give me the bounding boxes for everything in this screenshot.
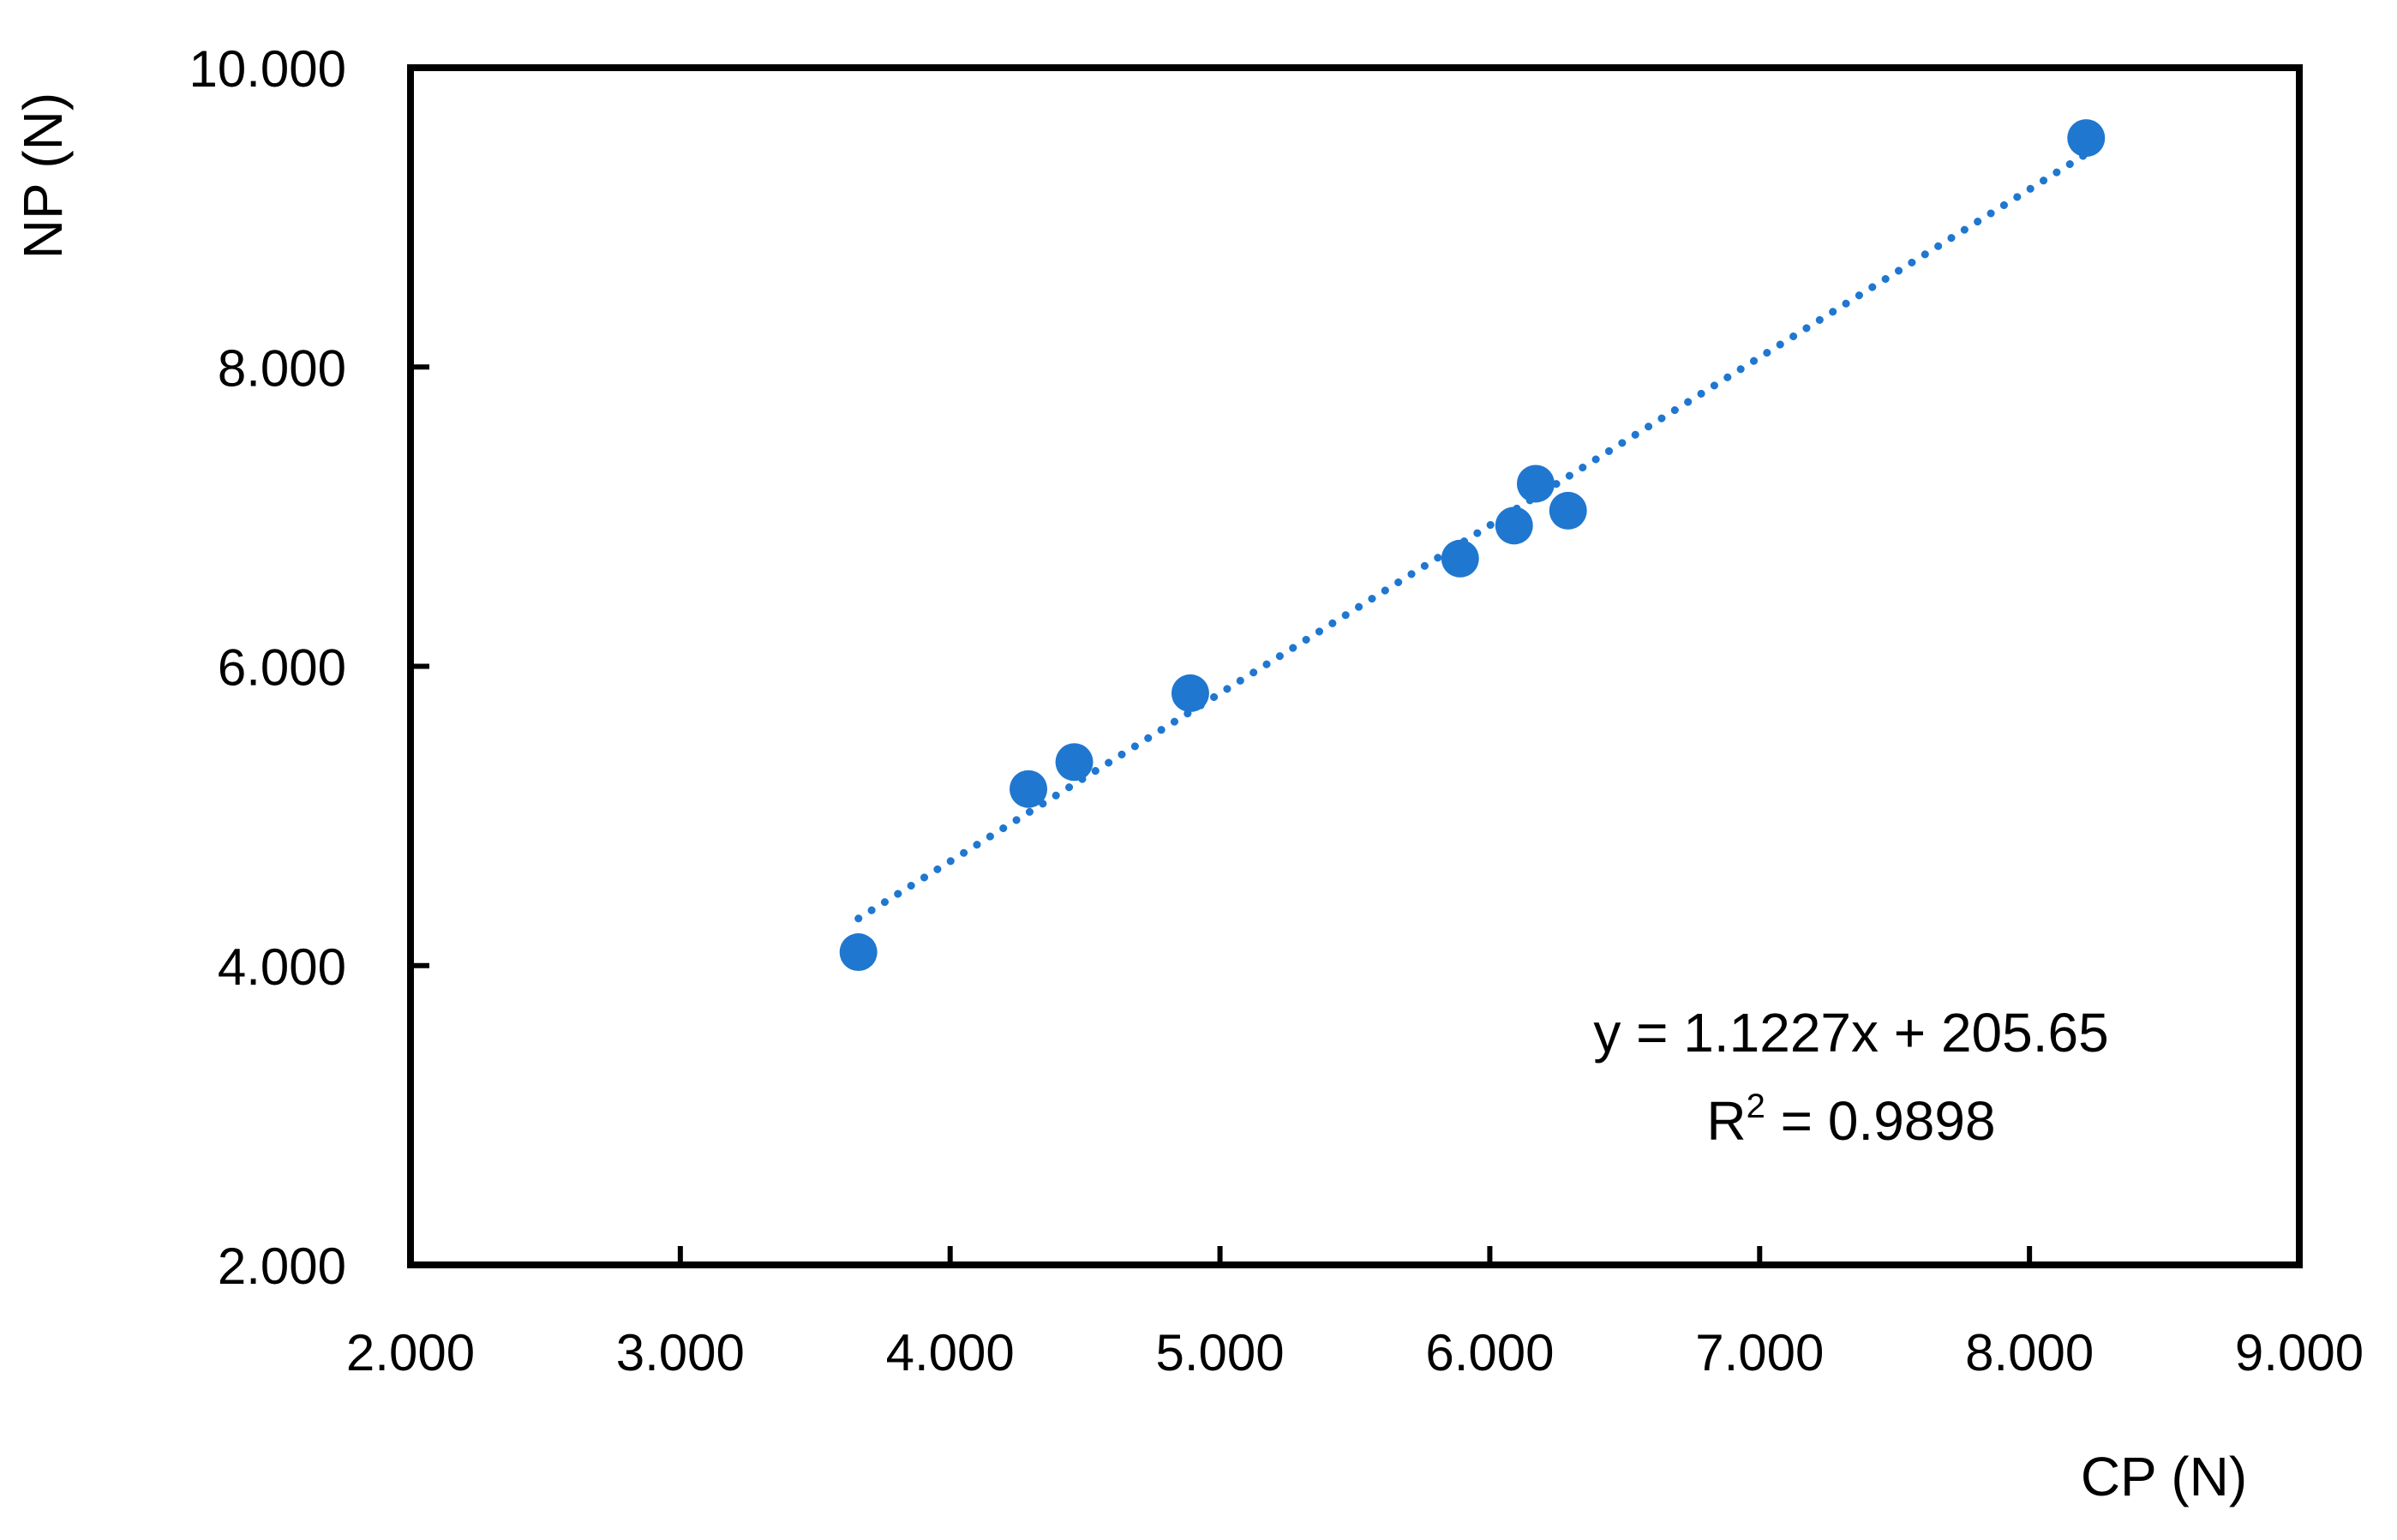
r-squared-label: R2 = 0.9898	[1706, 1088, 1995, 1152]
r-squared-value: = 0.9898	[1765, 1090, 1996, 1152]
y-tick-label: 8.000	[218, 339, 346, 397]
x-tick-label: 3.000	[616, 1324, 745, 1381]
data-point	[1171, 674, 1209, 712]
y-tick-label: 6.000	[218, 639, 346, 697]
data-point	[1549, 491, 1587, 530]
trendline-layer	[854, 150, 2090, 923]
linear-trendline	[854, 150, 2090, 923]
data-point	[2067, 119, 2106, 158]
x-axis-tick-labels: 2.000 3.000 4.000 5.000 6.000 7.000 8.000 9.000	[346, 1324, 2364, 1381]
x-tick-label: 6.000	[1425, 1324, 1554, 1381]
data-point	[1495, 506, 1533, 545]
y-axis-label: NP (N)	[12, 93, 74, 259]
x-tick-label: 7.000	[1695, 1324, 1824, 1381]
y-axis-tick-labels: 2.000 4.000 6.000 8.000 10.000	[189, 40, 346, 1295]
trendline-equation: y = 1.1227x + 205.65	[1593, 1002, 2108, 1064]
data-point	[1516, 464, 1555, 503]
r-squared-prefix: R	[1706, 1090, 1746, 1152]
plot-area-frame	[407, 64, 2303, 1268]
x-tick-label: 5.000	[1155, 1324, 1284, 1381]
data-points	[839, 119, 2106, 972]
data-point	[839, 933, 878, 972]
data-point	[1055, 743, 1094, 782]
x-axis-label: CP (N)	[2081, 1446, 2247, 1507]
x-tick-label: 2.000	[346, 1324, 475, 1381]
axis-ticks	[410, 364, 2033, 1265]
x-tick-label: 4.000	[886, 1324, 1015, 1381]
x-tick-label: 9.000	[2235, 1324, 2364, 1381]
data-point	[1441, 539, 1479, 578]
y-tick-label: 4.000	[218, 938, 346, 996]
r-squared-superscript: 2	[1747, 1088, 1765, 1125]
x-tick-label: 8.000	[1965, 1324, 2094, 1381]
y-tick-label: 2.000	[218, 1237, 346, 1295]
y-tick-label: 10.000	[189, 40, 346, 98]
data-point	[1010, 770, 1048, 808]
